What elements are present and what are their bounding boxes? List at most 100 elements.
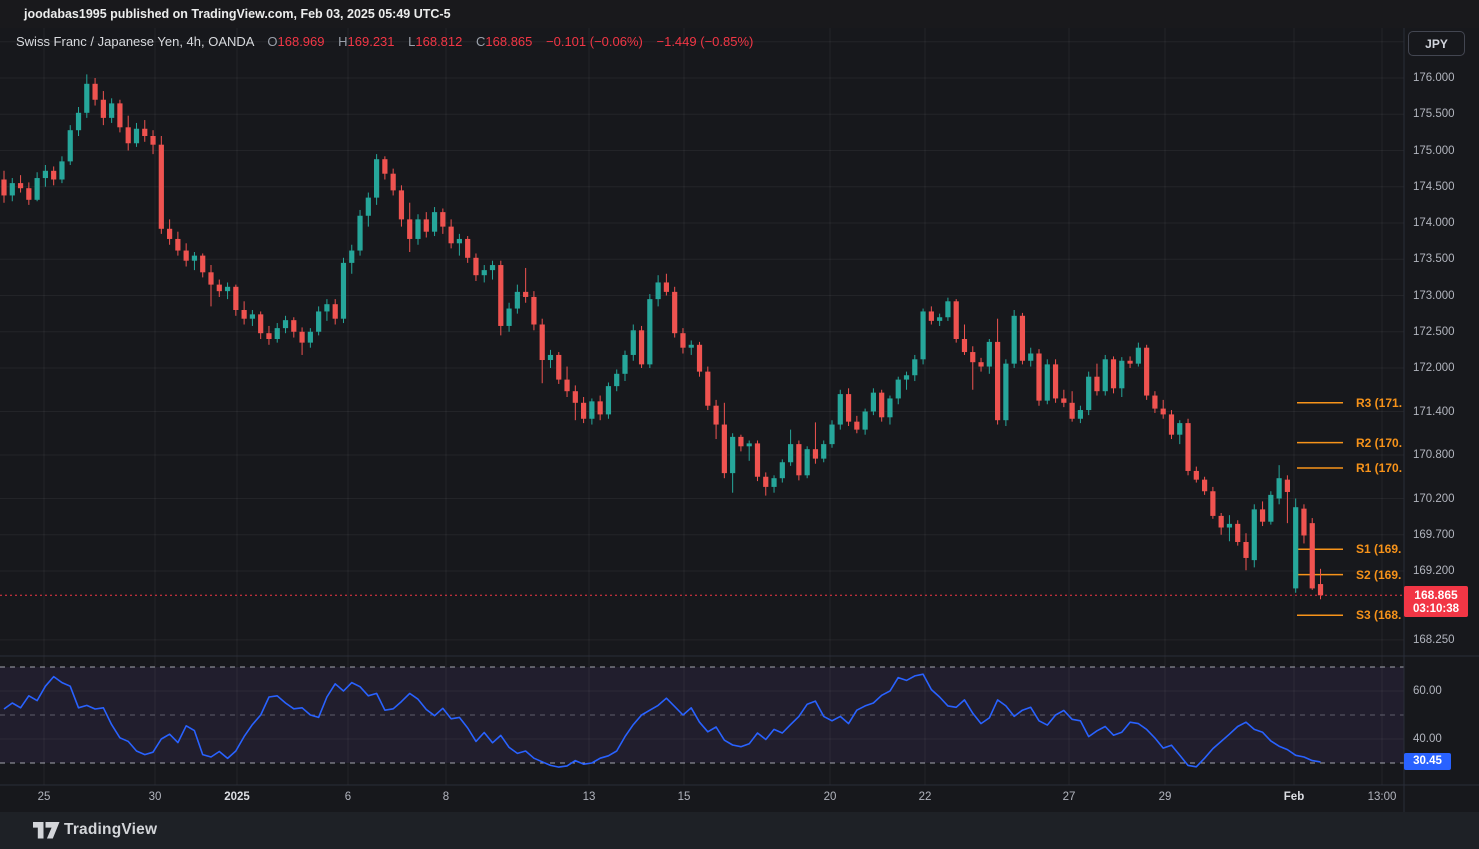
- attribution-bar: joodabas1995 published on TradingView.co…: [0, 0, 1479, 28]
- candle-up: [547, 354, 554, 361]
- candle-up: [829, 424, 835, 445]
- candle-down: [167, 228, 173, 239]
- candle-down: [332, 304, 338, 319]
- last-price-value: 168.865: [1414, 588, 1458, 602]
- candle-up: [282, 320, 289, 329]
- price-axis-label: 169.700: [1413, 528, 1455, 541]
- candle-up: [357, 215, 363, 251]
- candle-down: [142, 128, 148, 136]
- candle-down: [1110, 359, 1117, 389]
- currency-toggle-button[interactable]: JPY: [1408, 31, 1465, 56]
- candle-up: [34, 178, 40, 200]
- candle-up: [1003, 363, 1009, 421]
- candle-down: [721, 424, 727, 474]
- candle-up: [870, 392, 876, 412]
- time-axis[interactable]: [0, 785, 1404, 812]
- candle-down: [1019, 315, 1026, 361]
- time-axis-label-13: 13: [582, 791, 596, 803]
- rsi-axis-label: 40.00: [1413, 733, 1442, 745]
- price-axis-label: 175.500: [1413, 108, 1455, 121]
- candle-up: [365, 197, 371, 216]
- time-axis-label-8: 8: [442, 791, 450, 803]
- candle-up: [837, 394, 843, 425]
- candle-down: [1259, 509, 1266, 522]
- candle-up: [431, 212, 438, 232]
- candle-up: [862, 411, 868, 430]
- candle-up: [647, 299, 653, 365]
- candle-up: [1011, 315, 1017, 364]
- candle-down: [1218, 515, 1224, 528]
- candle-down: [531, 296, 537, 325]
- time-axis-label-29: 29: [1158, 791, 1172, 803]
- candle-down: [581, 402, 587, 419]
- candle-down: [158, 144, 164, 229]
- candle-up: [804, 449, 810, 476]
- candle-down: [696, 344, 703, 372]
- price-axis-label: 176.000: [1413, 72, 1455, 84]
- candle-down: [1168, 414, 1175, 435]
- tradingview-logo-icon[interactable]: [33, 822, 60, 840]
- candle-down: [978, 362, 984, 367]
- level-label-S1: S1 (169.: [1356, 542, 1402, 557]
- candle-down: [1185, 423, 1191, 471]
- candle-down: [953, 301, 959, 339]
- candle-down: [705, 371, 711, 406]
- candle-down: [672, 291, 678, 334]
- candle-down: [1061, 398, 1067, 403]
- time-axis-label-6: 6: [344, 791, 352, 803]
- candle-up: [779, 462, 785, 479]
- candle-up: [771, 478, 777, 487]
- symbol-header[interactable]: Swiss Franc / Japanese Yen, 4h, OANDA O1…: [16, 34, 753, 50]
- candle-up: [59, 161, 65, 180]
- candle-down: [1235, 523, 1241, 542]
- time-axis-label-15: 15: [677, 791, 691, 803]
- candle-down: [564, 379, 570, 392]
- rsi-axis-label: 60.00: [1413, 685, 1442, 697]
- candle-down: [928, 311, 934, 321]
- candle-down: [423, 219, 429, 232]
- candle-up: [1268, 494, 1274, 522]
- ohlc-open-label: O: [267, 34, 278, 49]
- candle-down: [216, 284, 222, 292]
- candle-up: [1044, 364, 1050, 401]
- candle-down: [51, 170, 57, 180]
- candle-up: [374, 159, 380, 198]
- price-axis-label: 173.000: [1413, 289, 1455, 302]
- candle-up: [224, 286, 231, 292]
- candle-down: [266, 333, 272, 339]
- candle-down: [241, 310, 247, 319]
- time-axis-label-13:00: 13:00: [1367, 791, 1397, 803]
- candle-up: [655, 282, 661, 300]
- level-label-S2: S2 (169.: [1356, 567, 1402, 582]
- candle-down: [638, 330, 645, 365]
- candle-down: [299, 331, 305, 343]
- candle-up: [1226, 523, 1233, 528]
- candle-up: [349, 250, 355, 263]
- candle-up: [1077, 410, 1083, 419]
- candle-up: [730, 436, 736, 474]
- price-axis-label: 174.500: [1413, 180, 1455, 193]
- ohlc-open-value: 168.969: [277, 34, 325, 49]
- candle-down: [1317, 584, 1324, 596]
- rsi-band: [0, 667, 1404, 763]
- candle-down: [258, 314, 264, 334]
- footer-brand-text[interactable]: TradingView: [64, 821, 158, 838]
- candle-up: [920, 311, 926, 360]
- candle-up: [9, 183, 15, 196]
- main-chart-svg[interactable]: [0, 0, 1479, 812]
- price-axis-label: 172.000: [1413, 362, 1455, 374]
- candle-up: [622, 354, 628, 374]
- candle-down: [556, 354, 562, 380]
- price-axis-label: 171.400: [1413, 405, 1455, 418]
- candle-up: [340, 262, 347, 319]
- candle-up: [1086, 376, 1092, 411]
- candle-up: [605, 386, 612, 415]
- change-percent: −1.449 (−0.85%): [656, 34, 754, 49]
- candle-up: [1135, 347, 1141, 364]
- candle-up: [945, 301, 951, 318]
- candle-up: [109, 103, 115, 118]
- candle-down: [680, 333, 686, 348]
- time-axis-label-25: 25: [37, 791, 51, 803]
- symbol-title[interactable]: Swiss Franc / Japanese Yen, 4h, OANDA: [16, 34, 254, 49]
- level-label-S3: S3 (168.: [1356, 608, 1402, 623]
